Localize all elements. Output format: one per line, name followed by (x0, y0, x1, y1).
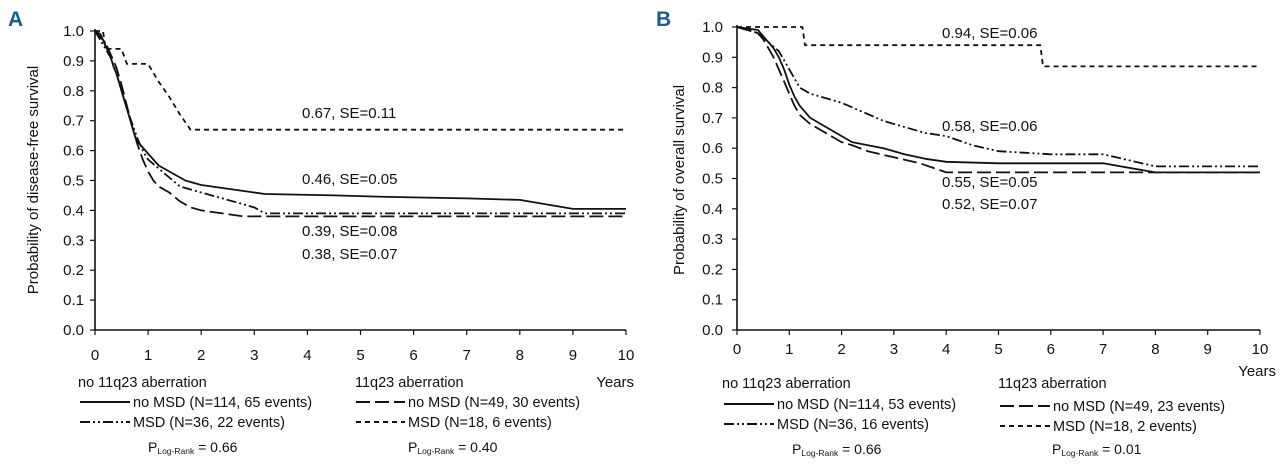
panel-a-p-value-1: PLog-Rank = 0.66 (148, 439, 238, 456)
panel-b-x-tick-label: 0 (733, 341, 741, 358)
panel-b-legend-group2-title: 11q23 aberration (998, 376, 1107, 392)
panel-a-series-dashdotdot (94, 30, 626, 215)
panel-b-annotation-msd-11q23: 0.94, SE=0.06 (942, 25, 1038, 42)
panel-a-y-tick-label: 0.8 (63, 83, 84, 100)
panel-a-legend-group2-title: 11q23 aberration (355, 375, 464, 391)
panel-a-y-tick-label: 0.9 (63, 53, 84, 70)
panel-a-x-tick-label: 9 (569, 347, 577, 364)
panel-a-legend-entry-4: MSD (N=18, 6 events) (408, 415, 552, 431)
panel-a-y-tick-label: 0.5 (63, 173, 84, 190)
panel-b-x-axis-label: Years (1238, 363, 1276, 380)
panel-a-annotation-nomsd-11q23: 0.38, SE=0.07 (302, 246, 398, 263)
panel-a-x-tick-label: 0 (91, 347, 99, 364)
panel-b-series-longdash (736, 26, 1260, 174)
panel-b-y-tick-label: 0.9 (702, 49, 723, 66)
panel-b-x-tick-label: 8 (1151, 341, 1159, 358)
panel-b-series-shortdash (737, 26, 1260, 68)
panel-b-x-tick-label: 1 (785, 341, 793, 358)
panel-a-x-tick-label: 6 (409, 347, 417, 364)
panel-b-annotation-nomsd-11q23: 0.52, SE=0.07 (942, 196, 1038, 213)
panel-a-annotation-msd-no11q23: 0.39, SE=0.08 (302, 223, 398, 240)
panel-b: B Probability of overall survival 0.0 0.1… (656, 8, 1276, 458)
panel-a-legend-group1-title: no 11q23 aberration (78, 375, 207, 391)
panel-a-series-shortdash (95, 30, 626, 131)
panel-b-legend-entry-2: MSD (N=36, 16 events) (777, 417, 929, 433)
panel-a-x-tick-label: 4 (303, 347, 311, 364)
panel-a-curves (94, 30, 626, 218)
panel-b-x-tick-label: 9 (1204, 341, 1212, 358)
panel-a-annotation-nomsd-no11q23: 0.46, SE=0.05 (302, 171, 398, 188)
panel-b-x-ticks: 0 1 2 3 4 5 6 7 8 9 10 (733, 330, 1269, 358)
panel-b-y-tick-label: 0.3 (702, 231, 723, 248)
panel-b-x-tick-label: 6 (1047, 341, 1055, 358)
panel-b-x-tick-label: 7 (1099, 341, 1107, 358)
panel-b-legend-group1-title: no 11q23 aberration (722, 376, 851, 392)
panel-b-x-tick-label: 5 (994, 341, 1002, 358)
panel-b-y-tick-label: 0.0 (702, 322, 723, 339)
panel-a-x-tick-label: 2 (197, 347, 205, 364)
panel-b-x-tick-label: 10 (1252, 341, 1269, 358)
panel-b-y-tick-label: 0.2 (702, 261, 723, 278)
panel-b-y-ticks: 0.0 0.1 0.2 0.3 0.4 0.5 0.6 0.7 0.8 0.9 1.0 (702, 19, 737, 339)
panel-a-legend-entry-3: no MSD (N=49, 30 events) (408, 395, 580, 411)
panel-b-p-value-1: PLog-Rank = 0.66 (792, 441, 882, 458)
panel-b-legend: no 11q23 aberration no MSD (N=114, 53 ev… (722, 376, 1225, 458)
panel-b-legend-entry-3: no MSD (N=49, 23 events) (1053, 399, 1225, 415)
panel-b-annotation-nomsd-no11q23: 0.55, SE=0.05 (942, 174, 1038, 191)
panel-a-x-axis-label: Years (596, 374, 634, 391)
panel-a-legend-entry-1: no MSD (N=114, 65 events) (133, 395, 312, 411)
panel-a-p-value-2: PLog-Rank = 0.40 (408, 439, 498, 456)
panel-a-x-ticks: 0 1 2 3 4 5 6 7 8 9 10 (91, 330, 635, 364)
panel-a-y-tick-label: 0.0 (63, 322, 84, 339)
panel-b-letter: B (656, 8, 671, 31)
panel-a-x-tick-label: 10 (618, 347, 635, 364)
panel-a-x-tick-label: 7 (463, 347, 471, 364)
panel-b-y-tick-label: 0.6 (702, 140, 723, 157)
panel-a-legend-entry-2: MSD (N=36, 22 events) (133, 415, 285, 431)
panel-a-y-tick-label: 1.0 (63, 23, 84, 40)
panel-a-series-longdash (94, 30, 626, 218)
panel-a-y-ticks: 0.0 0.1 0.2 0.3 0.4 0.5 0.6 0.7 0.8 0.9 1.0 (63, 23, 95, 339)
panel-b-y-tick-label: 0.4 (702, 201, 723, 218)
panel-b-x-tick-label: 2 (837, 341, 845, 358)
panel-b-p-value-2: PLog-Rank = 0.01 (1052, 441, 1142, 458)
panel-b-y-tick-label: 0.7 (702, 110, 723, 127)
panel-b-y-tick-label: 1.0 (702, 19, 723, 36)
panel-b-annotation-msd-no11q23: 0.58, SE=0.06 (942, 118, 1038, 135)
panel-b-legend-entry-1: no MSD (N=114, 53 events) (777, 397, 956, 413)
panel-b-y-tick-label: 0.1 (702, 292, 723, 309)
panel-b-series-dashdotdot (736, 26, 1260, 168)
panel-a-letter: A (8, 8, 23, 31)
panel-b-series-solid (736, 26, 1260, 174)
panel-a-x-tick-label: 3 (250, 347, 258, 364)
panel-a-x-tick-label: 5 (356, 347, 364, 364)
panel-b-y-tick-label: 0.8 (702, 80, 723, 97)
panel-b-legend-entry-4: MSD (N=18, 2 events) (1053, 419, 1197, 435)
panel-a-y-tick-label: 0.2 (63, 262, 84, 279)
panel-a-y-tick-label: 0.7 (63, 113, 84, 130)
panel-a-y-axis-label: Probability of disease-free survival (25, 66, 42, 294)
panel-a: A Probability of disease-free survival 0… (8, 8, 634, 456)
panel-a-x-tick-label: 1 (144, 347, 152, 364)
panel-b-y-tick-label: 0.5 (702, 171, 723, 188)
panel-b-curves (736, 26, 1260, 174)
panel-a-y-tick-label: 0.1 (63, 292, 84, 309)
panel-a-legend: no 11q23 aberration no MSD (N=114, 65 ev… (78, 375, 580, 456)
panel-a-x-tick-label: 8 (516, 347, 524, 364)
panel-a-annotation-msd-11q23: 0.67, SE=0.11 (302, 105, 396, 122)
panel-a-y-tick-label: 0.4 (63, 202, 84, 219)
panel-b-x-tick-label: 3 (890, 341, 898, 358)
panel-b-y-axis-label: Probability of overall survival (671, 85, 688, 275)
panel-b-x-tick-label: 4 (942, 341, 950, 358)
panel-a-y-tick-label: 0.6 (63, 143, 84, 160)
panel-a-y-tick-label: 0.3 (63, 232, 84, 249)
